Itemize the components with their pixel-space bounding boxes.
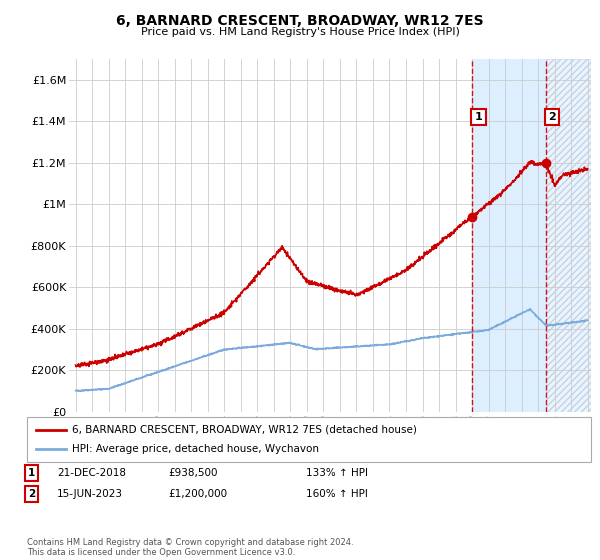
Text: £938,500: £938,500 — [168, 468, 218, 478]
Text: £1,200,000: £1,200,000 — [168, 489, 227, 499]
Text: 2: 2 — [28, 489, 35, 499]
Text: 6, BARNARD CRESCENT, BROADWAY, WR12 7ES: 6, BARNARD CRESCENT, BROADWAY, WR12 7ES — [116, 14, 484, 28]
Text: 6, BARNARD CRESCENT, BROADWAY, WR12 7ES (detached house): 6, BARNARD CRESCENT, BROADWAY, WR12 7ES … — [72, 424, 417, 435]
Text: 15-JUN-2023: 15-JUN-2023 — [57, 489, 123, 499]
Text: 1: 1 — [475, 112, 482, 122]
Text: Contains HM Land Registry data © Crown copyright and database right 2024.
This d: Contains HM Land Registry data © Crown c… — [27, 538, 353, 557]
Text: Price paid vs. HM Land Registry's House Price Index (HPI): Price paid vs. HM Land Registry's House … — [140, 27, 460, 37]
Text: 21-DEC-2018: 21-DEC-2018 — [57, 468, 126, 478]
Text: 2: 2 — [548, 112, 556, 122]
Text: 1: 1 — [28, 468, 35, 478]
Text: 160% ↑ HPI: 160% ↑ HPI — [306, 489, 368, 499]
Text: HPI: Average price, detached house, Wychavon: HPI: Average price, detached house, Wych… — [72, 445, 319, 455]
Bar — [472, 59, 545, 412]
Text: 133% ↑ HPI: 133% ↑ HPI — [306, 468, 368, 478]
Bar — [545, 59, 599, 412]
